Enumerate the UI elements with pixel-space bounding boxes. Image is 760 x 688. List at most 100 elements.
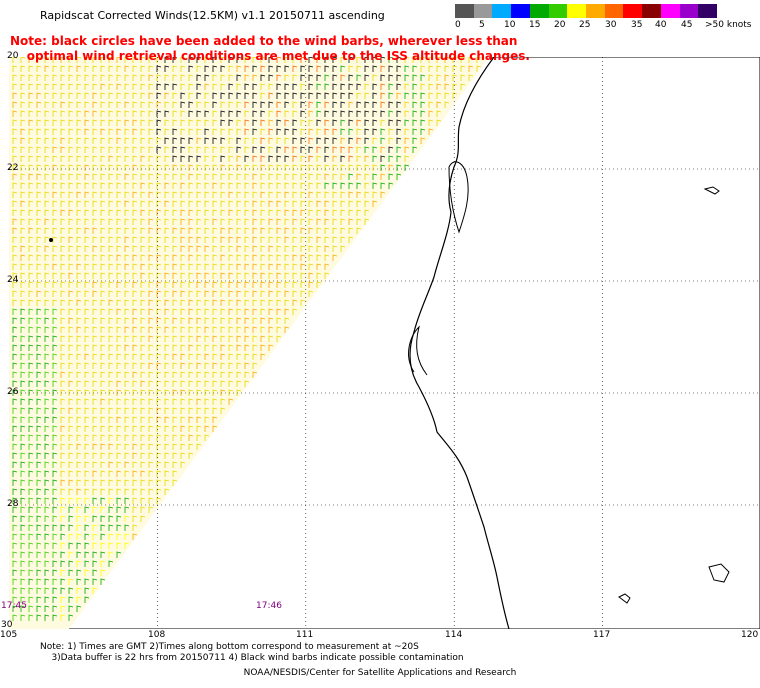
wind-barb xyxy=(132,155,138,162)
wind-barb xyxy=(156,57,162,63)
wind-barb xyxy=(20,92,26,99)
wind-barb xyxy=(84,83,90,90)
wind-barb xyxy=(412,128,418,135)
wind-barb xyxy=(92,57,98,63)
legend-swatch xyxy=(567,4,587,18)
wind-barb xyxy=(332,74,338,81)
wind-barb xyxy=(188,65,194,72)
wind-barb xyxy=(68,434,74,441)
wind-barb xyxy=(140,218,146,225)
wind-barb xyxy=(236,353,242,360)
wind-barb xyxy=(220,254,226,261)
wind-barb xyxy=(116,515,122,522)
wind-barb xyxy=(204,182,210,189)
wind-barb xyxy=(220,83,226,90)
wind-barb xyxy=(68,146,74,153)
wind-barb xyxy=(36,479,42,486)
wind-barb xyxy=(372,191,378,198)
wind-barb xyxy=(124,479,130,486)
wind-barb xyxy=(100,425,106,432)
wind-barb xyxy=(356,57,362,63)
wind-barb xyxy=(412,101,418,108)
wind-barb xyxy=(84,245,90,252)
wind-barb xyxy=(52,596,58,603)
wind-barb xyxy=(212,92,218,99)
wind-barb xyxy=(300,155,306,162)
wind-barb xyxy=(124,398,130,405)
wind-barb xyxy=(276,137,282,144)
wind-barb xyxy=(60,587,66,594)
wind-barb xyxy=(340,209,346,216)
wind-barb xyxy=(132,407,138,414)
wind-barb xyxy=(140,407,146,414)
wind-barb xyxy=(220,218,226,225)
wind-barb xyxy=(172,137,178,144)
wind-barb xyxy=(140,65,146,72)
wind-barb xyxy=(436,101,442,108)
wind-barb xyxy=(116,308,122,315)
wind-barb xyxy=(76,263,82,270)
wind-barb xyxy=(20,614,26,621)
wind-barb xyxy=(228,371,234,378)
wind-barb xyxy=(412,137,418,144)
wind-barb xyxy=(68,461,74,468)
wind-barb xyxy=(124,65,130,72)
wind-barb xyxy=(84,416,90,423)
wind-barb xyxy=(156,344,162,351)
wind-barb xyxy=(244,299,250,306)
wind-barb xyxy=(44,569,50,576)
legend-swatch xyxy=(548,4,568,18)
wind-barb xyxy=(156,218,162,225)
wind-barb xyxy=(260,299,266,306)
wind-barb xyxy=(108,317,114,324)
wind-barb xyxy=(92,245,98,252)
wind-barb xyxy=(36,173,42,180)
wind-barb xyxy=(132,263,138,270)
wind-barb xyxy=(44,524,50,531)
wind-barb xyxy=(140,479,146,486)
wind-barb xyxy=(28,362,34,369)
wind-barb xyxy=(300,218,306,225)
wind-barb xyxy=(196,290,202,297)
wind-barb xyxy=(212,119,218,126)
wind-barb xyxy=(204,335,210,342)
wind-barb xyxy=(44,371,50,378)
wind-barb xyxy=(108,272,114,279)
wind-barb xyxy=(244,335,250,342)
wind-barb xyxy=(108,452,114,459)
wind-barb xyxy=(44,380,50,387)
wind-barb xyxy=(268,263,274,270)
wind-barb xyxy=(28,506,34,513)
wind-barb xyxy=(100,74,106,81)
wind-barb xyxy=(220,326,226,333)
wind-barb xyxy=(188,353,194,360)
wind-barb xyxy=(84,326,90,333)
wind-barb xyxy=(100,200,106,207)
wind-barb xyxy=(260,74,266,81)
wind-barb xyxy=(396,146,402,153)
wind-barb xyxy=(20,263,26,270)
wind-barb xyxy=(52,344,58,351)
legend-swatch xyxy=(473,4,493,18)
wind-barb xyxy=(124,425,130,432)
wind-barb xyxy=(68,272,74,279)
wind-barb xyxy=(228,74,234,81)
wind-barb xyxy=(52,209,58,216)
wind-barb xyxy=(36,524,42,531)
wind-barb xyxy=(196,335,202,342)
wind-barb xyxy=(20,218,26,225)
wind-barb xyxy=(60,389,66,396)
wind-barb xyxy=(236,74,242,81)
wind-barb xyxy=(108,101,114,108)
wind-barb xyxy=(44,182,50,189)
wind-barb xyxy=(116,191,122,198)
wind-barb xyxy=(212,218,218,225)
wind-barb xyxy=(124,461,130,468)
wind-barb xyxy=(44,506,50,513)
wind-barb xyxy=(164,380,170,387)
wind-barb xyxy=(308,245,314,252)
wind-barb xyxy=(220,65,226,72)
wind-barb xyxy=(236,317,242,324)
wind-barb xyxy=(108,344,114,351)
wind-barb xyxy=(12,137,18,144)
